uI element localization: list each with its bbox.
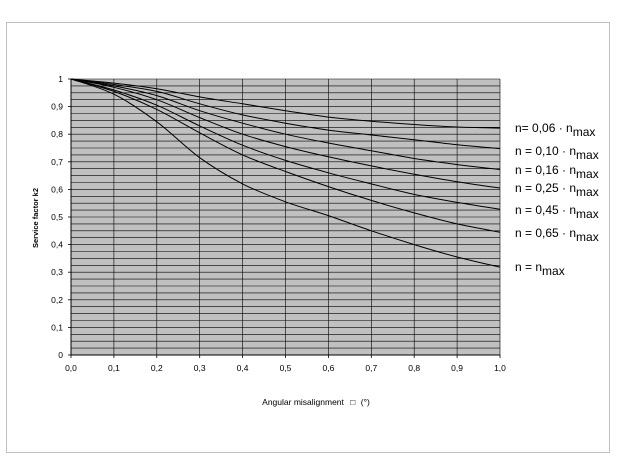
series-label-text: n = 0,25 · n: [515, 181, 577, 195]
series-label-5: n = 0,45 · nmax: [515, 203, 599, 221]
y-tick-label: 0,8: [51, 129, 63, 139]
x-tick-label: 0,8: [408, 363, 420, 373]
series-line-5: [70, 78, 501, 210]
series-label-text: n = 0,16 · n: [515, 163, 577, 177]
series-line-7: [70, 78, 501, 268]
series-label-text: n = 0,45 · n: [515, 203, 577, 217]
x-axis-title: Angular misalignment □ (°): [262, 397, 370, 407]
y-tick-label: 0,5: [51, 212, 63, 222]
x-tick-label: 0,5: [280, 363, 292, 373]
series-lines: [70, 78, 501, 268]
series-label-subscript: max: [576, 167, 599, 181]
series-label-subscript: max: [542, 264, 565, 278]
series-label-4: n = 0,25 · nmax: [515, 181, 599, 199]
x-axis-title-text: Angular misalignment: [262, 397, 344, 407]
x-tick-label: 0,3: [194, 363, 206, 373]
series-label-text: n= 0,06 · n: [515, 121, 573, 135]
series-label-3: n = 0,16 · nmax: [515, 163, 599, 181]
x-tick-label: 0,2: [151, 363, 163, 373]
series-label-text: n = n: [515, 260, 543, 274]
y-tick-label: 0,1: [51, 322, 63, 332]
series-label-text: n = 0,10 · n: [515, 144, 577, 158]
series-label-subscript: max: [572, 125, 596, 139]
x-tick-label: 0,1: [108, 363, 120, 373]
series-line-6: [70, 78, 501, 233]
y-axis-title: Service factor k2: [31, 188, 40, 248]
series-label-text: n = 0,65 · n: [515, 226, 577, 240]
series-label-subscript: max: [576, 207, 599, 221]
x-tick-label: 0,7: [365, 363, 377, 373]
x-axis-title-unit: (°): [361, 397, 370, 407]
series-line-4: [70, 78, 501, 189]
x-tick-label: 0,6: [322, 363, 334, 373]
x-tick-label: 1,0: [494, 363, 506, 373]
x-tick-label: 0,0: [65, 363, 77, 373]
vertical-gridlines: [113, 79, 501, 355]
y-tick-label: 1: [58, 74, 63, 84]
y-tick-label: 0,3: [51, 267, 63, 277]
x-tick-label: 0,9: [451, 363, 463, 373]
y-tick-label: 0: [58, 350, 63, 360]
series-label-2: n = 0,10 · nmax: [515, 144, 599, 162]
y-tick-label: 0,6: [51, 184, 63, 194]
y-tick-label: 0,7: [51, 157, 63, 167]
y-tick-label: 0,4: [51, 240, 63, 250]
series-label-subscript: max: [576, 185, 599, 199]
series-label-7: n = nmax: [515, 260, 565, 278]
x-tick-labels: 0,0 0,1 0,2 0,3 0,4 0,5 0,6 0,7 0,8 0,9 1,0: [65, 355, 506, 373]
series-label-6: n = 0,65 · nmax: [515, 226, 599, 244]
y-tick-label: 0,9: [51, 102, 63, 112]
x-tick-label: 0,4: [237, 363, 249, 373]
series-label-subscript: max: [576, 230, 599, 244]
series-line-3: [70, 78, 501, 170]
chart-frame: [6, 22, 610, 453]
series-label-1: n= 0,06 · nmax: [515, 121, 595, 139]
series-line-1: [70, 78, 501, 129]
series-label-subscript: max: [576, 148, 599, 162]
x-axis-title-symbol: □: [350, 397, 355, 407]
series-line-2: [70, 78, 501, 150]
y-tick-label: 0,2: [51, 295, 63, 305]
y-tick-labels: 0 0,1 0,2 0,3 0,4 0,5 0,6 0,7 0,8 0,9 1: [51, 74, 71, 360]
